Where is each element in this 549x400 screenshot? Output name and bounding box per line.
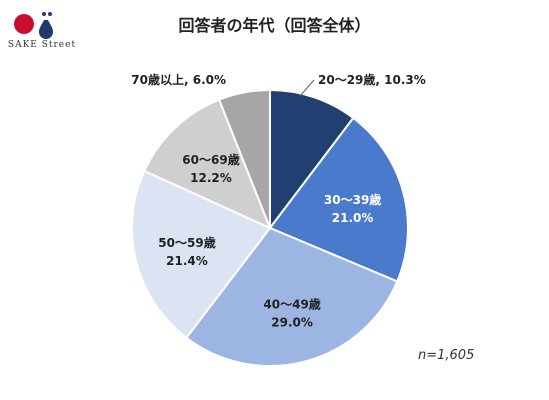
- logo-dot-small-2: [48, 12, 52, 16]
- slice-label: 40～49歳: [263, 297, 320, 312]
- slice-value-label: 21.4%: [166, 254, 208, 268]
- pie-slice: [143, 98, 272, 230]
- sake-street-logo: [8, 8, 78, 52]
- slice-value-label: 21.0%: [332, 211, 374, 225]
- slice-label: 60～69歳: [182, 152, 239, 167]
- slice-label: 70歳以上, 6.0%: [131, 72, 226, 87]
- pie-slice: [268, 116, 409, 283]
- slice-label: 30～39歳: [324, 192, 381, 207]
- slice-label: 50～59歳: [158, 235, 215, 250]
- pie-slice: [217, 88, 271, 229]
- slice-label: 20～29歳, 10.3%: [318, 72, 426, 87]
- logo-red-dot: [14, 14, 34, 34]
- logo-dot-small: [42, 12, 46, 16]
- sample-size-note: n=1,605: [418, 348, 475, 363]
- slice-value-label: 12.2%: [190, 171, 232, 185]
- logo-drop-shape: [39, 20, 53, 39]
- slice-value-label: 29.0%: [271, 316, 313, 330]
- leader-line: [299, 79, 315, 97]
- chart-title: 回答者の年代（回答全体）: [178, 16, 371, 35]
- logo-text: SAKE Street: [7, 40, 77, 50]
- pie-slice: [269, 88, 355, 231]
- pie-slice: [184, 226, 399, 367]
